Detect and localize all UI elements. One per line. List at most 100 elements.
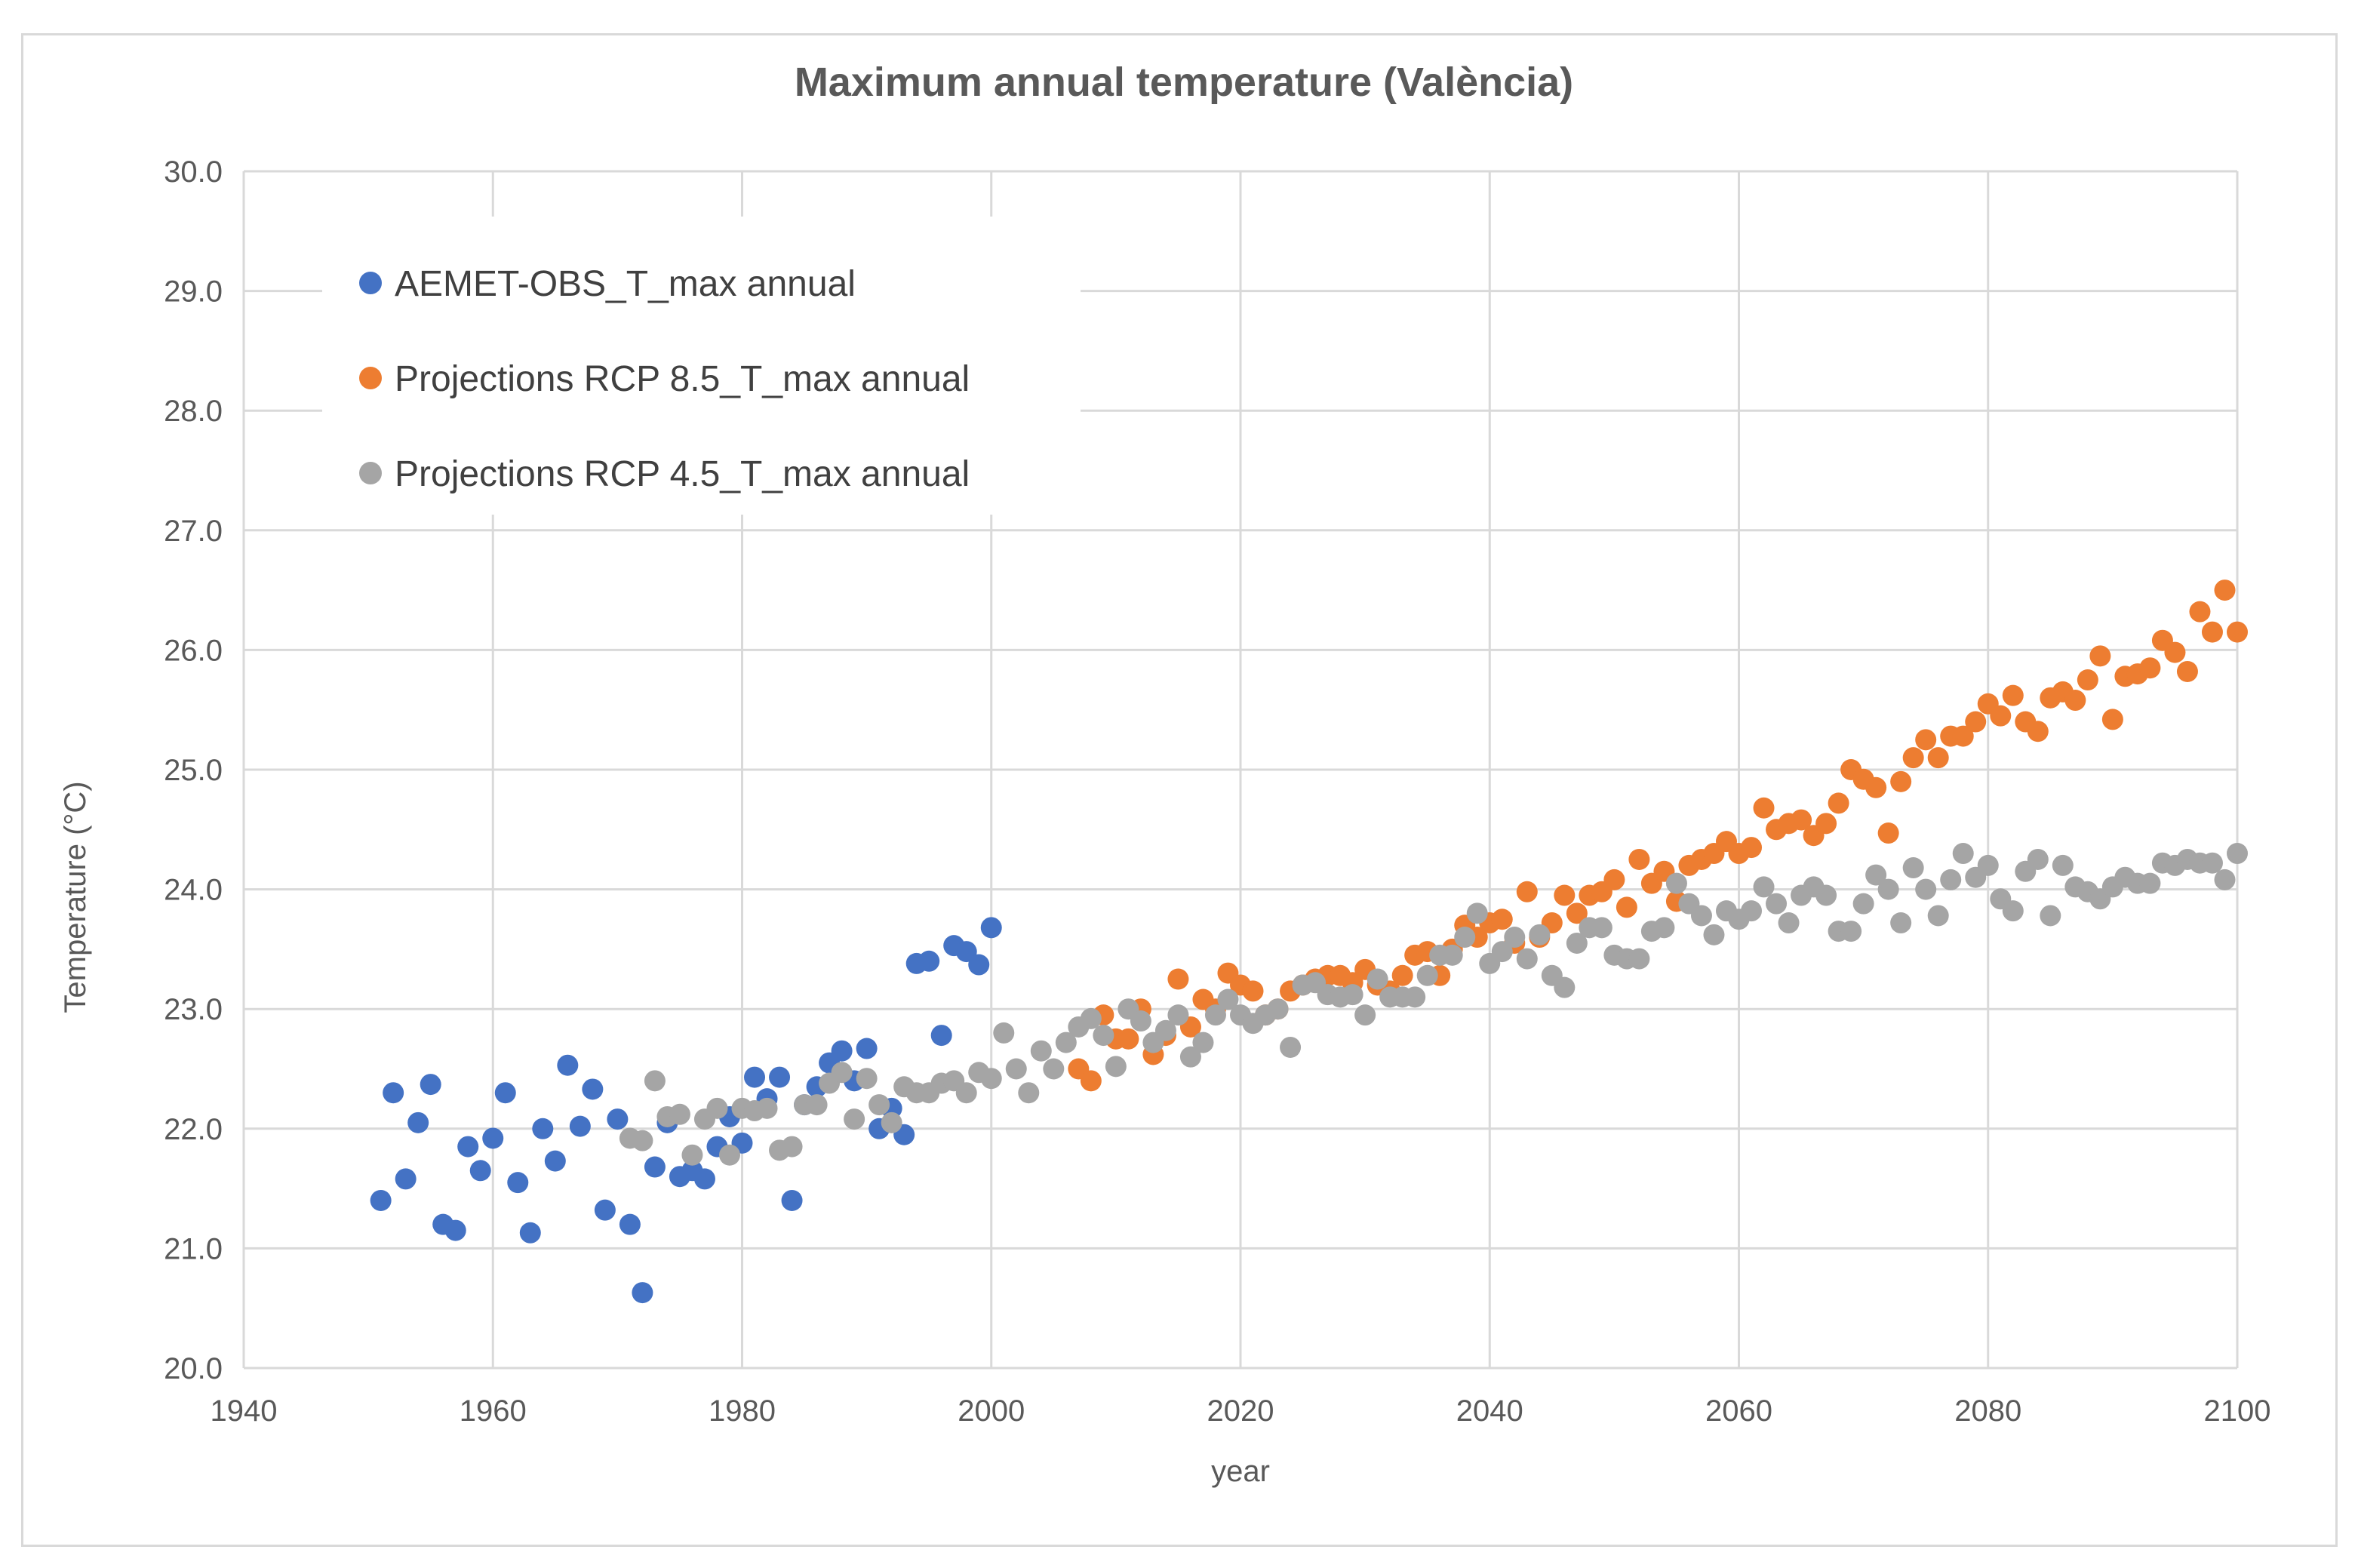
obs-point: [619, 1213, 641, 1235]
series-rcp45: [619, 843, 2248, 1166]
legend-background: [322, 217, 1081, 515]
rcp85-point: [1491, 909, 1513, 930]
rcp45-point: [1018, 1082, 1040, 1104]
chart-frame: Maximum annual temperature (València) 20…: [21, 33, 2338, 1547]
rcp45-point: [1940, 869, 1962, 890]
rcp85-point: [1118, 1028, 1139, 1050]
chart-title: Maximum annual temperature (València): [795, 60, 1573, 105]
legend-item-obs-marker: [359, 272, 382, 294]
rcp45-point: [1454, 927, 1476, 948]
rcp45-point: [1815, 884, 1837, 906]
rcp85-point: [1791, 809, 1812, 831]
legend: AEMET-OBS_T_max annual Projections RCP 8.…: [322, 217, 1081, 515]
rcp45-point: [1741, 900, 1763, 922]
rcp45-point: [1504, 927, 1526, 948]
rcp45-point: [1441, 944, 1463, 966]
obs-point: [407, 1111, 429, 1133]
rcp45-point: [2227, 843, 2248, 865]
rcp45-point: [831, 1062, 853, 1084]
rcp45-point: [1778, 912, 1800, 934]
obs-point: [395, 1168, 417, 1190]
rcp45-point: [806, 1094, 828, 1116]
chart-svg: Maximum annual temperature (València) 20…: [59, 60, 2270, 1488]
rcp85-point: [1516, 881, 1538, 902]
rcp85-point: [1828, 792, 1849, 814]
rcp85-point: [1616, 896, 1637, 918]
rcp85-point: [2027, 721, 2049, 742]
rcp45-point: [2214, 869, 2236, 890]
obs-point: [744, 1066, 766, 1088]
rcp85-point: [1080, 1070, 1102, 1092]
x-tick-label: 2020: [1207, 1394, 1274, 1428]
rcp45-point: [706, 1097, 728, 1119]
rcp45-point: [681, 1144, 703, 1166]
obs-point: [918, 950, 940, 972]
rcp85-point: [1242, 980, 1264, 1002]
rcp45-point: [1977, 854, 1999, 876]
rcp85-point: [1915, 729, 1937, 751]
rcp45-point: [1902, 857, 1924, 879]
legend-item-rcp45-marker: [359, 462, 382, 484]
rcp45-point: [1416, 964, 1438, 986]
rcp45-point: [1179, 1046, 1201, 1068]
legend-item-rcp85-label: Projections RCP 8.5_T_max annual: [395, 359, 970, 399]
rcp45-point: [1665, 872, 1687, 894]
rcp45-point: [2040, 905, 2061, 927]
tick-labels: 20.0 21.0 22.0 23.0 24.0 25.0 26.0 27.0 28.0 29.0…: [164, 155, 2270, 1428]
obs-point: [955, 941, 977, 963]
rcp45-point: [2027, 848, 2049, 870]
rcp85-point: [1753, 797, 1775, 819]
rcp45-point: [881, 1111, 902, 1133]
y-tick-label: 26.0: [164, 634, 223, 667]
rcp85-point: [1167, 968, 1189, 990]
rcp85-point: [1628, 848, 1650, 870]
rcp45-point: [2002, 900, 2024, 922]
x-tick-label: 1960: [460, 1394, 527, 1428]
x-tick-label: 2100: [2204, 1394, 2271, 1428]
obs-point: [644, 1156, 666, 1178]
rcp45-point: [993, 1022, 1015, 1044]
rcp45-point: [1204, 1004, 1226, 1026]
rcp85-point: [1902, 747, 1924, 769]
rcp45-point: [1653, 917, 1675, 939]
y-tick-label: 24.0: [164, 874, 223, 907]
y-tick-label: 22.0: [164, 1113, 223, 1146]
rcp45-point: [2201, 852, 2223, 874]
rcp45-point: [1840, 921, 1862, 942]
obs-point: [557, 1054, 579, 1076]
rcp45-point: [2139, 872, 2161, 894]
rcp85-point: [2064, 690, 2086, 712]
rcp45-point: [1043, 1058, 1065, 1080]
rcp85-point: [1927, 747, 1949, 769]
rcp85-point: [1554, 884, 1576, 906]
rcp85-point: [2214, 580, 2236, 601]
rcp85-point: [1566, 902, 1588, 924]
rcp45-point: [1591, 917, 1612, 939]
obs-point: [582, 1078, 604, 1100]
rcp45-point: [632, 1130, 653, 1151]
rcp45-point: [1167, 1004, 1189, 1026]
obs-point: [930, 1025, 952, 1047]
x-tick-label: 2000: [958, 1394, 1025, 1428]
rcp45-point: [1915, 878, 1937, 900]
obs-point: [494, 1082, 516, 1104]
rcp45-point: [1267, 998, 1289, 1020]
obs-point: [383, 1082, 404, 1104]
rcp45-point: [756, 1097, 778, 1119]
obs-point: [693, 1168, 715, 1190]
rcp85-point: [2227, 621, 2248, 643]
rcp45-point: [1753, 876, 1775, 898]
rcp85-point: [2139, 657, 2161, 679]
rcp45-point: [1280, 1036, 1302, 1058]
y-tick-label: 23.0: [164, 993, 223, 1026]
y-tick-label: 25.0: [164, 754, 223, 787]
obs-point: [980, 917, 1002, 939]
y-tick-label: 28.0: [164, 395, 223, 428]
rcp45-point: [1690, 905, 1712, 927]
rcp85-point: [1865, 776, 1887, 798]
rcp45-point: [1877, 878, 1899, 900]
x-tick-label: 1940: [211, 1394, 278, 1428]
rcp85-point: [1990, 705, 2012, 727]
rcp45-point: [1055, 1031, 1077, 1053]
rcp45-point: [644, 1070, 666, 1092]
